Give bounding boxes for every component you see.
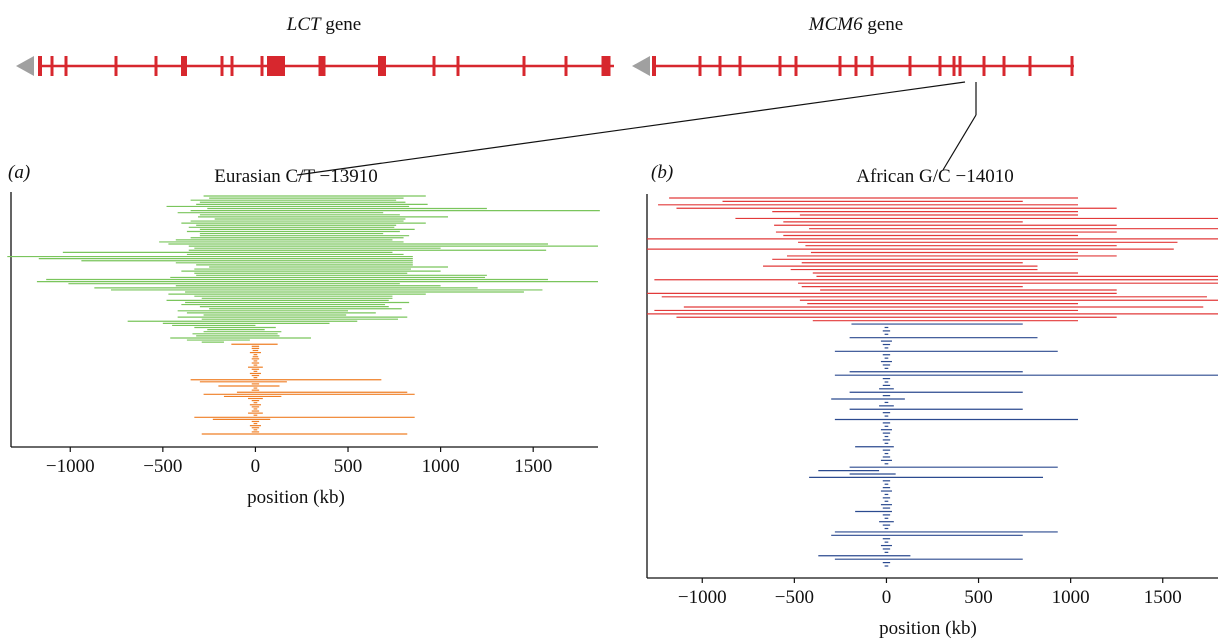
x-tick-label: 0: [882, 587, 892, 608]
gene-exon: [230, 56, 234, 76]
gene-exon: [220, 56, 224, 76]
x-tick-label: −500: [775, 587, 814, 608]
gene-exon: [260, 56, 264, 76]
gene-exon: [564, 56, 568, 76]
gene-exon: [870, 56, 874, 76]
x-tick-label: 500: [334, 456, 363, 477]
mcm6-gene-name: MCM6: [808, 14, 863, 35]
mcm6-gene-suffix: gene: [867, 14, 903, 35]
gene-exon: [908, 56, 912, 76]
gene-exon: [952, 56, 956, 76]
gene-exon: [718, 56, 722, 76]
gene-exon: [267, 56, 285, 76]
gene-direction-arrow-icon: [632, 56, 650, 76]
panel-b-xlabel: position (kb): [879, 618, 977, 639]
gene-exon: [522, 56, 526, 76]
gene-direction-arrow-icon: [16, 56, 34, 76]
x-tick-label: 1500: [514, 456, 552, 477]
panel-b-title: African G/C −14010: [856, 166, 1013, 187]
gene-exon: [50, 56, 54, 76]
panel-a-label: (a): [8, 162, 30, 183]
gene-exon: [318, 56, 326, 76]
gene-exon: [601, 56, 611, 76]
gene-exon: [64, 56, 68, 76]
gene-exon: [432, 56, 436, 76]
gene-exon: [1070, 56, 1074, 76]
gene-exon: [181, 56, 187, 76]
gene-exon: [1002, 56, 1006, 76]
gene-exon: [854, 56, 858, 76]
lct-gene-suffix: gene: [325, 14, 361, 35]
x-tick-label: −500: [143, 456, 182, 477]
x-tick-label: −1000: [678, 587, 727, 608]
mcm6-gene-title: MCM6 gene: [808, 14, 903, 35]
gene-exon: [778, 56, 782, 76]
panel-a-xlabel: position (kb): [247, 487, 345, 508]
x-tick-label: 1000: [1052, 587, 1090, 608]
lct-gene-name: LCT: [286, 14, 322, 35]
gene-exon: [456, 56, 460, 76]
panel-a-plot: −1000 −500 0 500 1000 1500: [7, 192, 600, 477]
gene-exon: [154, 56, 158, 76]
x-tick-label: 500: [964, 587, 993, 608]
x-tick-label: 0: [251, 456, 261, 477]
gene-exon: [378, 56, 386, 76]
gene-exon: [958, 56, 962, 76]
panel-b-label: (b): [651, 162, 673, 183]
gene-exon: [938, 56, 942, 76]
lct-gene-title: LCT gene: [286, 14, 361, 35]
gene-exon: [652, 56, 656, 76]
connector-line-eurasian: [296, 81, 966, 176]
gene-exon: [38, 56, 42, 76]
gene-exon: [1028, 56, 1032, 76]
gene-exon: [794, 56, 798, 76]
gene-exon: [114, 56, 118, 76]
gene-exon: [982, 56, 986, 76]
x-tick-label: 1500: [1144, 587, 1182, 608]
connector-line-african-diag: [942, 114, 977, 171]
mcm6-gene-diagram: [632, 56, 1074, 76]
gene-exon: [698, 56, 702, 76]
lct-gene-diagram: [16, 56, 614, 76]
x-tick-label: 1000: [422, 456, 460, 477]
gene-exon: [838, 56, 842, 76]
x-tick-label: −1000: [46, 456, 95, 477]
panel-a-title: Eurasian C/T −13910: [214, 166, 377, 187]
gene-exon: [738, 56, 742, 76]
panel-b-plot: −1000 −500 0 500 1000 1500: [646, 194, 1218, 608]
